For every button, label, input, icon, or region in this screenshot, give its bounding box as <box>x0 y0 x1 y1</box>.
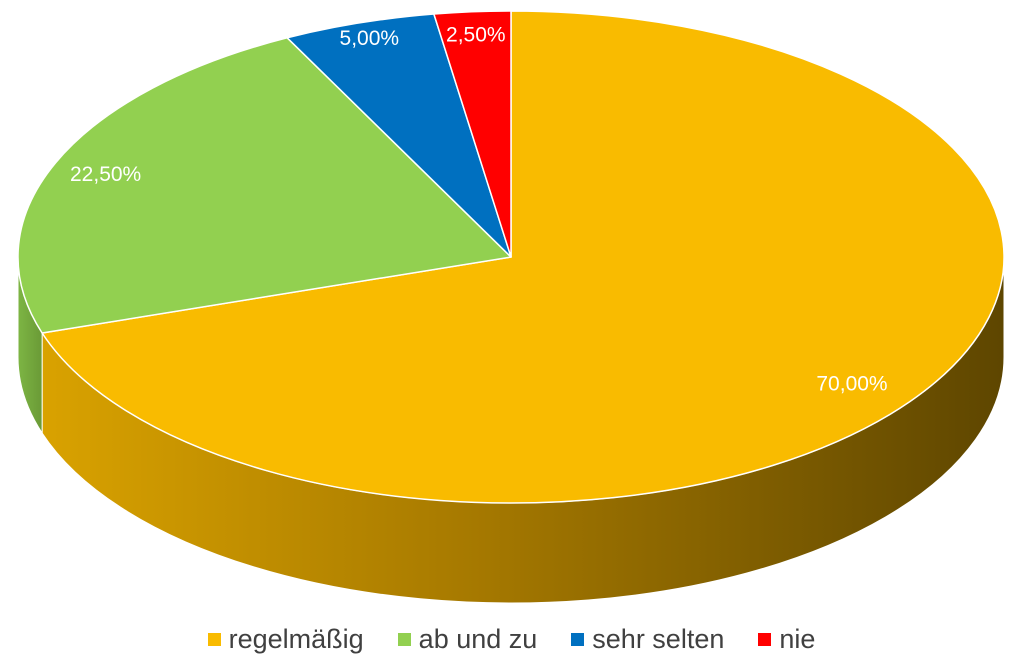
data-label-nie: 2,50% <box>446 23 506 46</box>
legend-swatch-ab-und-zu <box>397 633 411 646</box>
legend-item-ab-und-zu: ab und zu <box>397 624 538 655</box>
slice-ab-und-zu <box>17 37 512 334</box>
legend-item-sehr-selten: sehr selten <box>571 624 724 655</box>
slice-sehr-selten <box>286 13 512 258</box>
data-label-regelmaessig: 70,00% <box>816 373 887 396</box>
legend-label-ab-und-zu: ab und zu <box>418 624 538 654</box>
slice-nie <box>433 10 512 258</box>
pie-slices <box>17 10 1005 504</box>
pie-data-labels: 70,00% 22,50% 5,00% 2,50% <box>70 23 888 395</box>
legend-item-regelmaessig: regelmäßig <box>207 624 364 655</box>
legend-swatch-regelmaessig <box>207 633 221 646</box>
data-label-sehr-selten: 5,00% <box>340 27 400 50</box>
slice-regelmaessig <box>41 10 1005 504</box>
legend-label-nie: nie <box>779 624 816 654</box>
legend-label-sehr-selten: sehr selten <box>592 624 725 654</box>
legend-swatch-nie <box>758 633 772 646</box>
legend: regelmäßig ab und zu sehr selten nie <box>0 624 1023 655</box>
data-label-ab-und-zu: 22,50% <box>70 163 141 186</box>
legend-label-regelmaessig: regelmäßig <box>228 624 364 654</box>
legend-item-nie: nie <box>758 624 815 655</box>
legend-swatch-sehr-selten <box>571 633 585 646</box>
